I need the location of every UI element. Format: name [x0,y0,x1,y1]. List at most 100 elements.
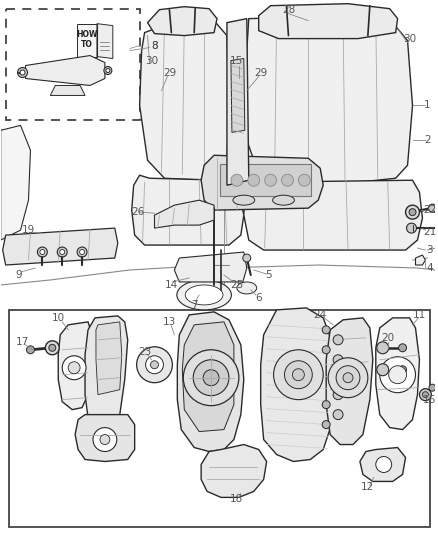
Polygon shape [227,19,249,185]
Polygon shape [96,322,122,394]
Circle shape [409,208,416,216]
Polygon shape [25,55,105,85]
Circle shape [406,205,420,219]
Circle shape [328,358,368,398]
Text: 8: 8 [151,41,158,51]
Text: 11: 11 [413,310,426,320]
Circle shape [62,356,86,379]
Polygon shape [174,252,247,282]
Circle shape [80,249,85,255]
Ellipse shape [237,282,257,294]
Polygon shape [201,445,267,497]
Text: 1: 1 [424,100,431,110]
Circle shape [37,247,47,257]
Text: 8: 8 [151,41,158,51]
Ellipse shape [177,280,231,310]
Polygon shape [97,23,113,59]
FancyBboxPatch shape [9,310,431,527]
Polygon shape [360,448,406,481]
Circle shape [343,373,353,383]
Circle shape [248,174,260,186]
Circle shape [399,366,406,374]
Circle shape [137,347,173,383]
Text: 29: 29 [163,68,176,77]
Circle shape [422,392,428,398]
Text: 2: 2 [424,135,431,146]
Circle shape [429,384,436,391]
Text: 18: 18 [230,495,244,504]
Circle shape [322,421,330,429]
Circle shape [68,362,80,374]
Circle shape [377,364,389,376]
Circle shape [49,344,56,351]
Polygon shape [155,200,214,228]
Polygon shape [201,155,323,210]
Circle shape [100,434,110,445]
Circle shape [389,366,406,384]
Polygon shape [1,125,31,240]
Text: 30: 30 [145,55,158,66]
Circle shape [285,361,312,389]
Circle shape [46,341,59,355]
Text: 22: 22 [423,205,436,215]
Polygon shape [148,7,217,36]
Circle shape [145,356,163,374]
Circle shape [203,370,219,386]
Text: 24: 24 [314,310,327,320]
Circle shape [40,249,45,255]
Circle shape [26,346,35,354]
Text: 10: 10 [52,313,65,323]
Text: 15: 15 [230,55,244,66]
Text: 20: 20 [381,333,394,343]
Text: 29: 29 [254,68,267,77]
Polygon shape [247,15,413,182]
Circle shape [333,410,343,419]
Text: 14: 14 [165,280,178,290]
Text: 28: 28 [282,5,295,15]
Polygon shape [132,175,244,245]
Text: 12: 12 [361,482,374,492]
Polygon shape [376,318,420,430]
Circle shape [57,247,67,257]
Circle shape [93,427,117,451]
Circle shape [380,357,416,393]
Circle shape [333,335,343,345]
Text: 17: 17 [16,337,29,347]
Circle shape [106,69,110,72]
Polygon shape [140,19,229,180]
Polygon shape [50,85,85,95]
Polygon shape [231,59,245,132]
Text: 26: 26 [131,207,144,217]
Text: 13: 13 [163,317,176,327]
Circle shape [333,355,343,365]
Circle shape [183,350,239,406]
Text: 5: 5 [265,270,272,280]
Polygon shape [75,415,134,462]
Text: 4: 4 [426,263,433,273]
Circle shape [77,247,87,257]
Circle shape [151,361,159,369]
Polygon shape [182,322,234,432]
Polygon shape [261,308,336,462]
Polygon shape [85,316,128,434]
Circle shape [428,204,436,212]
Circle shape [282,174,293,186]
Polygon shape [326,318,373,445]
Circle shape [18,68,28,77]
Circle shape [406,223,417,233]
Text: 19: 19 [22,225,35,235]
Circle shape [322,326,330,334]
Text: 23: 23 [138,347,151,357]
Circle shape [60,249,65,255]
Polygon shape [416,255,425,265]
Text: 30: 30 [403,34,416,44]
Circle shape [377,342,389,354]
Polygon shape [259,4,398,38]
Text: 9: 9 [15,270,22,280]
Circle shape [193,360,229,395]
Polygon shape [77,23,97,56]
Circle shape [274,350,323,400]
FancyBboxPatch shape [6,9,140,120]
Circle shape [243,254,251,262]
Circle shape [265,174,276,186]
